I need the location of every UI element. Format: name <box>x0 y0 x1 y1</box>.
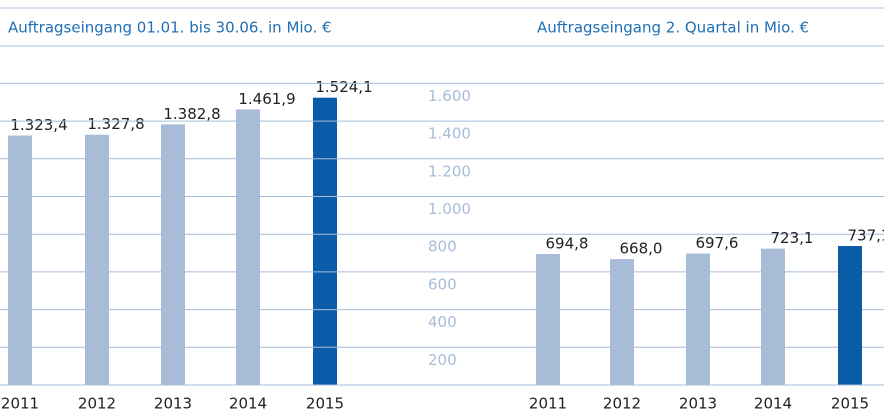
y-tick-label: 1.000 <box>428 200 471 218</box>
chart-title: Auftragseingang 2. Quartal in Mio. € <box>537 19 809 37</box>
x-tick-label: 2013 <box>154 395 192 413</box>
y-tick-label: 1.600 <box>428 87 471 105</box>
x-tick-label: 2012 <box>603 395 641 413</box>
x-tick-label: 2012 <box>78 395 116 413</box>
data-label: 1.461,9 <box>238 90 295 108</box>
bar <box>686 253 710 385</box>
data-label: 723,1 <box>771 229 814 247</box>
y-tick-label: 1.200 <box>428 162 471 180</box>
x-tick-label: 2014 <box>229 395 267 413</box>
data-label: 1.382,8 <box>163 105 220 123</box>
x-tick-label: 2015 <box>306 395 344 413</box>
bar <box>610 259 634 385</box>
data-label: 697,6 <box>696 234 739 252</box>
data-label: 668,0 <box>620 240 663 258</box>
x-tick-label: 2015 <box>831 395 869 413</box>
bar <box>236 109 260 385</box>
chart-title: Auftragseingang 01.01. bis 30.06. in Mio… <box>8 19 332 37</box>
y-tick-label: 600 <box>428 275 457 293</box>
x-tick-label: 2013 <box>679 395 717 413</box>
bar <box>85 134 109 385</box>
data-label: 1.327,8 <box>87 115 144 133</box>
x-tick-label: 2011 <box>1 395 39 413</box>
bar <box>313 97 337 385</box>
y-tick-label: 1.400 <box>428 125 471 143</box>
y-tick-label: 200 <box>428 351 457 369</box>
data-label: 694,8 <box>546 235 589 253</box>
y-tick-label: 800 <box>428 238 457 256</box>
data-label: 1.323,4 <box>10 116 67 134</box>
bar <box>536 254 560 385</box>
x-tick-label: 2011 <box>529 395 567 413</box>
x-tick-label: 2014 <box>754 395 792 413</box>
bar <box>761 248 785 385</box>
bar <box>161 124 185 386</box>
y-tick-label: 400 <box>428 313 457 331</box>
bar <box>8 135 32 385</box>
data-label: 1.524,1 <box>315 78 372 96</box>
data-label: 737,1 <box>848 227 884 245</box>
bar <box>838 246 862 385</box>
